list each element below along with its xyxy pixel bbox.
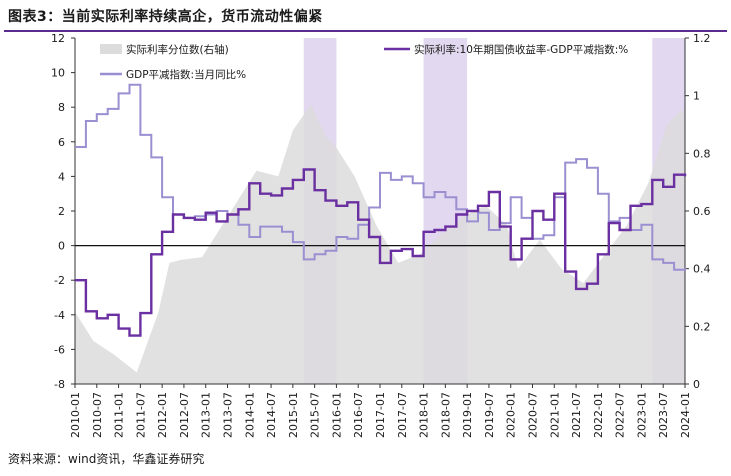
- y-left-tick-label: 4: [58, 170, 65, 183]
- x-tick-label: 2015-01: [287, 392, 300, 438]
- y-left-tick-label: -4: [54, 309, 65, 322]
- y-left-tick-label: 2: [58, 205, 65, 218]
- x-tick-label: 2016-07: [352, 392, 365, 438]
- x-tick-label: 2012-07: [178, 392, 191, 438]
- y-right-tick-label: 0: [693, 378, 700, 391]
- x-tick-label: 2010-07: [91, 392, 104, 438]
- x-tick-label: 2012-01: [156, 392, 169, 438]
- y-left-tick-label: -6: [54, 343, 65, 356]
- source-note: 资料来源：wind资讯，华鑫证券研究: [8, 452, 205, 466]
- x-tick-label: 2018-01: [418, 392, 431, 438]
- y-left-tick-label: 8: [58, 101, 65, 114]
- y-right-tick-label: 0.8: [693, 147, 711, 160]
- x-tick-label: 2022-01: [592, 392, 605, 438]
- y-left-tick-label: -2: [54, 274, 65, 287]
- x-tick-label: 2015-07: [309, 392, 322, 438]
- x-tick-label: 2024-01: [679, 392, 692, 438]
- series-lines: [75, 83, 687, 337]
- x-tick-label: 2023-07: [657, 392, 670, 438]
- legend-label-gdp-deflator: GDP平减指数:当月同比%: [126, 68, 246, 81]
- legend: 实际利率分位数(右轴) GDP平减指数:当月同比% 实际利率:10年期国债收益率-G…: [100, 43, 628, 81]
- real-rate-line: [75, 168, 687, 337]
- x-tick-label: 2017-07: [396, 392, 409, 438]
- x-tick-label: 2020-01: [505, 392, 518, 438]
- x-tick-label: 2021-01: [548, 392, 561, 438]
- legend-label-percentile: 实际利率分位数(右轴): [126, 43, 229, 56]
- axes: 12 10 8 6 4 2 0 -2 -4 -6 -8 1.2 1 0.8 0.6 0.4 0.2 0 2010-0…: [51, 32, 711, 438]
- y-left-tick-label: 10: [51, 67, 65, 80]
- x-tick-label: 2014-07: [265, 392, 278, 438]
- legend-label-real-rate: 实际利率:10年期国债收益率-GDP平减指数:%: [414, 43, 628, 56]
- chart-title: 图表3：当前实际利率持续高企，货币流动性偏紧: [8, 9, 323, 25]
- y-left-tick-label: -8: [54, 378, 65, 391]
- y-right-tick-label: 0.2: [693, 320, 711, 333]
- x-tick-label: 2020-07: [527, 392, 540, 438]
- x-tick-label: 2021-07: [570, 392, 583, 438]
- x-tick-label: 2014-01: [243, 392, 256, 438]
- x-tick-label: 2013-07: [222, 392, 235, 438]
- x-tick-label: 2011-01: [113, 392, 126, 438]
- x-tick-label: 2017-01: [374, 392, 387, 438]
- y-left-tick-label: 0: [58, 240, 65, 253]
- x-tick-label: 2010-01: [69, 392, 82, 438]
- x-tick-label: 2011-07: [134, 392, 147, 438]
- x-tick-label: 2023-01: [635, 392, 648, 438]
- x-tick-label: 2019-01: [461, 392, 474, 438]
- y-right-tick-label: 1.2: [693, 32, 711, 45]
- y-right-tick-label: 0.6: [693, 205, 711, 218]
- y-left-tick-label: 12: [51, 32, 65, 45]
- chart-area: 12 10 8 6 4 2 0 -2 -4 -6 -8 1.2 1 0.8 0.6 0.4 0.2 0 2010-0…: [51, 32, 711, 438]
- x-tick-label: 2022-07: [614, 392, 627, 438]
- y-left-tick-label: 6: [58, 136, 65, 149]
- x-tick-label: 2016-01: [330, 392, 343, 438]
- legend-swatch-percentile: [100, 44, 122, 54]
- y-right-tick-label: 1: [693, 90, 700, 103]
- y-right-tick-label: 0.4: [693, 263, 711, 276]
- title-rule: [4, 30, 727, 32]
- x-tick-label: 2013-01: [200, 392, 213, 438]
- x-tick-label: 2018-07: [439, 392, 452, 438]
- x-tick-label: 2019-07: [483, 392, 496, 438]
